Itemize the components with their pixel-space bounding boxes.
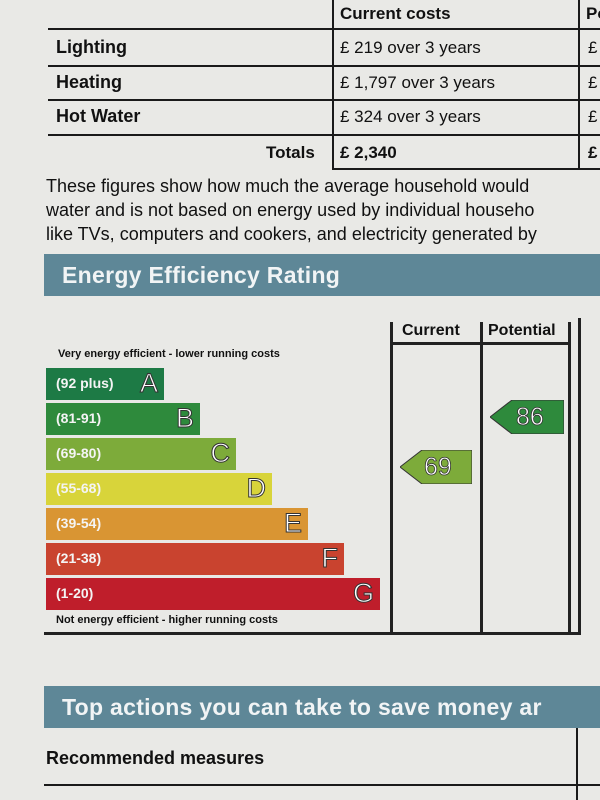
band-letter: C [210,438,230,469]
column-divider [390,322,393,632]
band-letter: A [139,368,158,399]
table-rule [48,134,600,136]
top-efficiency-note: Very energy efficient - lower running co… [58,348,280,360]
totals-current: £ 2,340 [340,143,397,162]
column-divider [480,322,483,632]
row-current-cost: £ 219 over 3 years [340,38,481,57]
band-range: (69-80) [56,445,102,461]
rating-band-f: (21-38) F [46,543,344,575]
totals-label: Totals [266,143,315,162]
rating-band-b: (81-91) B [46,403,200,435]
row-potential-cost: £ [588,107,598,126]
table-row: Heating £ 1,797 over 3 years £ [48,65,600,99]
row-label: Heating [56,72,123,92]
row-current-cost: £ 324 over 3 years [340,107,481,126]
band-range: (92 plus) [56,375,114,391]
band-letter: D [246,473,266,504]
potential-rating-value: 86 [516,403,545,432]
current-column-header: Current [402,322,460,339]
band-letter: E [283,508,302,539]
table-rule [44,784,600,786]
rating-band-g: (1-20) G [46,578,380,610]
table-rule [332,168,600,170]
totals-potential: £ [588,143,598,162]
paragraph-line: These figures show how much the average … [46,176,530,196]
rating-section-header: Energy Efficiency Rating [44,254,600,296]
rating-band-e: (39-54) E [46,508,308,540]
band-range: (55-68) [56,480,102,496]
table-rule [48,28,600,30]
band-range: (81-91) [56,410,102,426]
bottom-efficiency-note: Not energy efficient - higher running co… [56,614,278,626]
rating-band-c: (69-80) C [46,438,236,470]
band-letter: F [321,543,338,574]
band-letter: G [352,578,374,609]
paragraph-line: like TVs, computers and cookers, and ele… [46,224,537,244]
table-row: Hot Water £ 324 over 3 years £ [48,99,600,133]
row-potential-cost: £ [588,73,598,92]
table-divider [332,0,334,170]
row-label: Lighting [56,37,127,57]
header-current-costs: Current costs [340,4,451,23]
table-rule [48,99,600,101]
actions-section-header: Top actions you can take to save money a… [44,686,600,728]
chart-frame [44,318,581,635]
table-divider [578,0,580,170]
row-current-cost: £ 1,797 over 3 years [340,73,495,92]
column-header-rule [390,342,571,345]
recommended-measures-label: Recommended measures [46,748,265,768]
band-range: (39-54) [56,515,102,531]
energy-rating-chart: Current Potential Very energy efficient … [44,318,600,638]
potential-rating-arrow: 86 [489,399,565,435]
explanation-paragraph: These figures show how much the average … [46,174,600,246]
table-divider [576,728,578,800]
band-range: (21-38) [56,550,102,566]
costs-table: Current costs Po Lighting £ 219 over 3 y… [48,0,600,170]
rating-band-d: (55-68) D [46,473,272,505]
band-letter: B [175,403,194,434]
row-potential-cost: £ [588,38,598,57]
paragraph-line: water and is not based on energy used by… [46,200,535,220]
column-divider [568,322,571,632]
table-row: Lighting £ 219 over 3 years £ [48,30,600,64]
potential-column-header: Potential [488,322,556,339]
header-potential-costs: Po [586,4,600,23]
row-label: Hot Water [56,106,141,126]
current-rating-value: 69 [424,453,453,482]
band-range: (1-20) [56,585,94,601]
rating-band-a: (92 plus) A [46,368,164,400]
rating-section-title: Energy Efficiency Rating [62,262,341,288]
table-rule [48,65,600,67]
actions-section-title: Top actions you can take to save money a… [62,694,542,720]
current-rating-arrow: 69 [399,449,473,485]
